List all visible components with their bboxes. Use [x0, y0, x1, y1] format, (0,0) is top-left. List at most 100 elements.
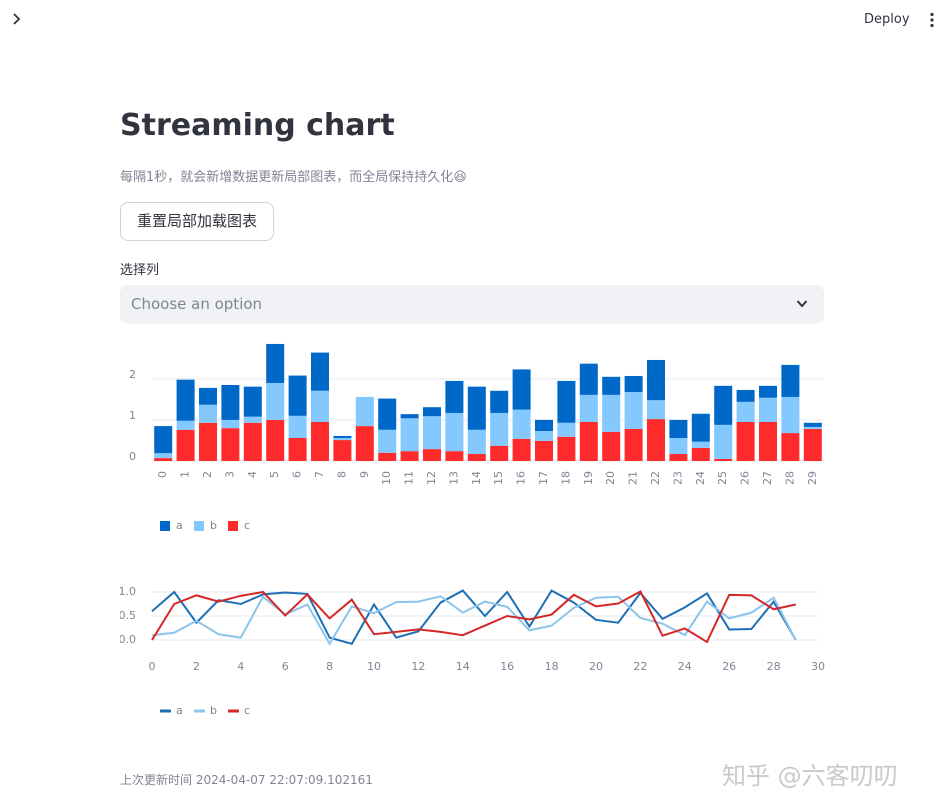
bar-segment [759, 385, 777, 398]
legend-label: b [210, 519, 217, 532]
bar-segment [154, 458, 173, 461]
bar-segment [624, 428, 643, 461]
x-tick-label: 9 [358, 471, 371, 478]
x-tick-label: 24 [678, 660, 692, 673]
bar-segment [647, 359, 665, 401]
x-tick-label: 14 [470, 471, 483, 485]
x-tick-label: 28 [783, 471, 796, 485]
bar-segment [803, 422, 822, 427]
x-tick-label: 4 [246, 471, 259, 478]
footer-text: 上次更新时间 2024-04-07 22:07:09.102161 [120, 773, 373, 787]
bar-segment [266, 419, 285, 461]
y-tick-label: 2 [129, 368, 136, 381]
legend-label: a [176, 704, 183, 717]
sidebar-toggle[interactable] [10, 12, 24, 26]
bar-segment [243, 386, 262, 417]
x-tick-label: 17 [537, 471, 550, 485]
x-tick-label: 20 [589, 660, 603, 673]
caption: 每隔1秒，就会新增数据更新局部图表，而全局保持持久化😆 [120, 170, 467, 185]
bar-segment [378, 452, 397, 461]
x-tick-label: 29 [806, 471, 819, 485]
bar-segment [154, 453, 173, 459]
x-tick-label: 6 [291, 471, 304, 478]
legend-label: b [210, 704, 217, 717]
bar-segment [803, 426, 822, 429]
bar-segment [736, 389, 755, 402]
legend-label: a [176, 519, 183, 532]
bar-segment [445, 451, 464, 461]
bar-segment [445, 380, 464, 413]
bar-segment [154, 426, 173, 454]
y-tick-label: 0.5 [120, 609, 136, 622]
bar-segment [355, 396, 374, 427]
x-tick-label: 6 [282, 660, 289, 673]
legend-label: c [244, 519, 250, 532]
bar-segment [512, 438, 531, 461]
bar-segment [378, 429, 397, 453]
bar-segment [199, 404, 217, 423]
bar-segment [221, 419, 240, 429]
line-series [151, 590, 797, 644]
bar-segment [199, 387, 217, 405]
bar-segment [624, 375, 643, 392]
legend-swatch [228, 521, 238, 531]
bar-segment [647, 400, 665, 420]
bar-segment [266, 343, 285, 383]
bar-segment [602, 376, 621, 395]
x-tick-label: 23 [671, 471, 684, 485]
x-tick-label: 16 [515, 471, 528, 485]
dropdown-arrow [796, 300, 808, 308]
bar-segment [579, 421, 598, 461]
bar-segment [355, 426, 374, 461]
y-tick-label: 0 [129, 450, 136, 463]
bar-segment [579, 394, 598, 422]
bar-segment [512, 409, 531, 439]
bar-segment [311, 390, 329, 422]
reset-button[interactable]: 重置局部加载图表 [120, 202, 274, 241]
bar-segment [176, 379, 195, 421]
x-tick-label: 15 [492, 471, 505, 485]
x-tick-label: 18 [559, 471, 572, 485]
x-tick-label: 19 [582, 471, 595, 485]
bar-segment [243, 422, 262, 461]
multiselect[interactable]: Choose an option [120, 285, 824, 324]
bar-segment [467, 386, 486, 430]
bar-segment [423, 407, 441, 417]
x-tick-label: 0 [149, 660, 156, 673]
bar-segment [781, 433, 800, 461]
y-tick-label: 0.0 [120, 633, 136, 646]
bar-segment [803, 428, 822, 461]
x-tick-label: 21 [627, 471, 640, 485]
bar-segment [647, 419, 665, 461]
bar-segment [490, 412, 509, 446]
main-menu[interactable] [928, 12, 936, 28]
page-title: Streaming chart [120, 108, 395, 143]
bar-segment [781, 396, 800, 434]
bar-segment [669, 454, 688, 461]
x-tick-label: 26 [739, 471, 752, 485]
bar-segment [691, 413, 710, 442]
bar-segment [288, 415, 307, 438]
bar-segment [490, 390, 509, 413]
bar-segment [624, 392, 643, 429]
x-tick-label: 5 [268, 471, 281, 478]
bar-segment [669, 438, 688, 455]
line-chart: 0.00.51.00 2 4 6 8 10 12 14 16 18 20 22 24 26 28 30a b c [120, 585, 825, 717]
legend-label: c [244, 704, 250, 717]
x-tick-label: 7 [313, 471, 326, 478]
y-tick-label: 1 [129, 409, 136, 422]
bar-segment [400, 418, 419, 452]
bar-segment [288, 438, 307, 461]
deploy-button[interactable]: Deploy [864, 12, 910, 27]
x-tick-label: 12 [425, 471, 438, 485]
bar-segment [266, 382, 285, 420]
bar-segment [714, 458, 733, 461]
bar-segment [736, 401, 755, 422]
bar-segment [333, 435, 352, 438]
bar-segment [243, 416, 262, 423]
bar-segment [669, 419, 688, 438]
x-tick-label: 3 [223, 471, 236, 478]
bar-segment [602, 394, 621, 432]
x-tick-label: 13 [447, 471, 460, 485]
